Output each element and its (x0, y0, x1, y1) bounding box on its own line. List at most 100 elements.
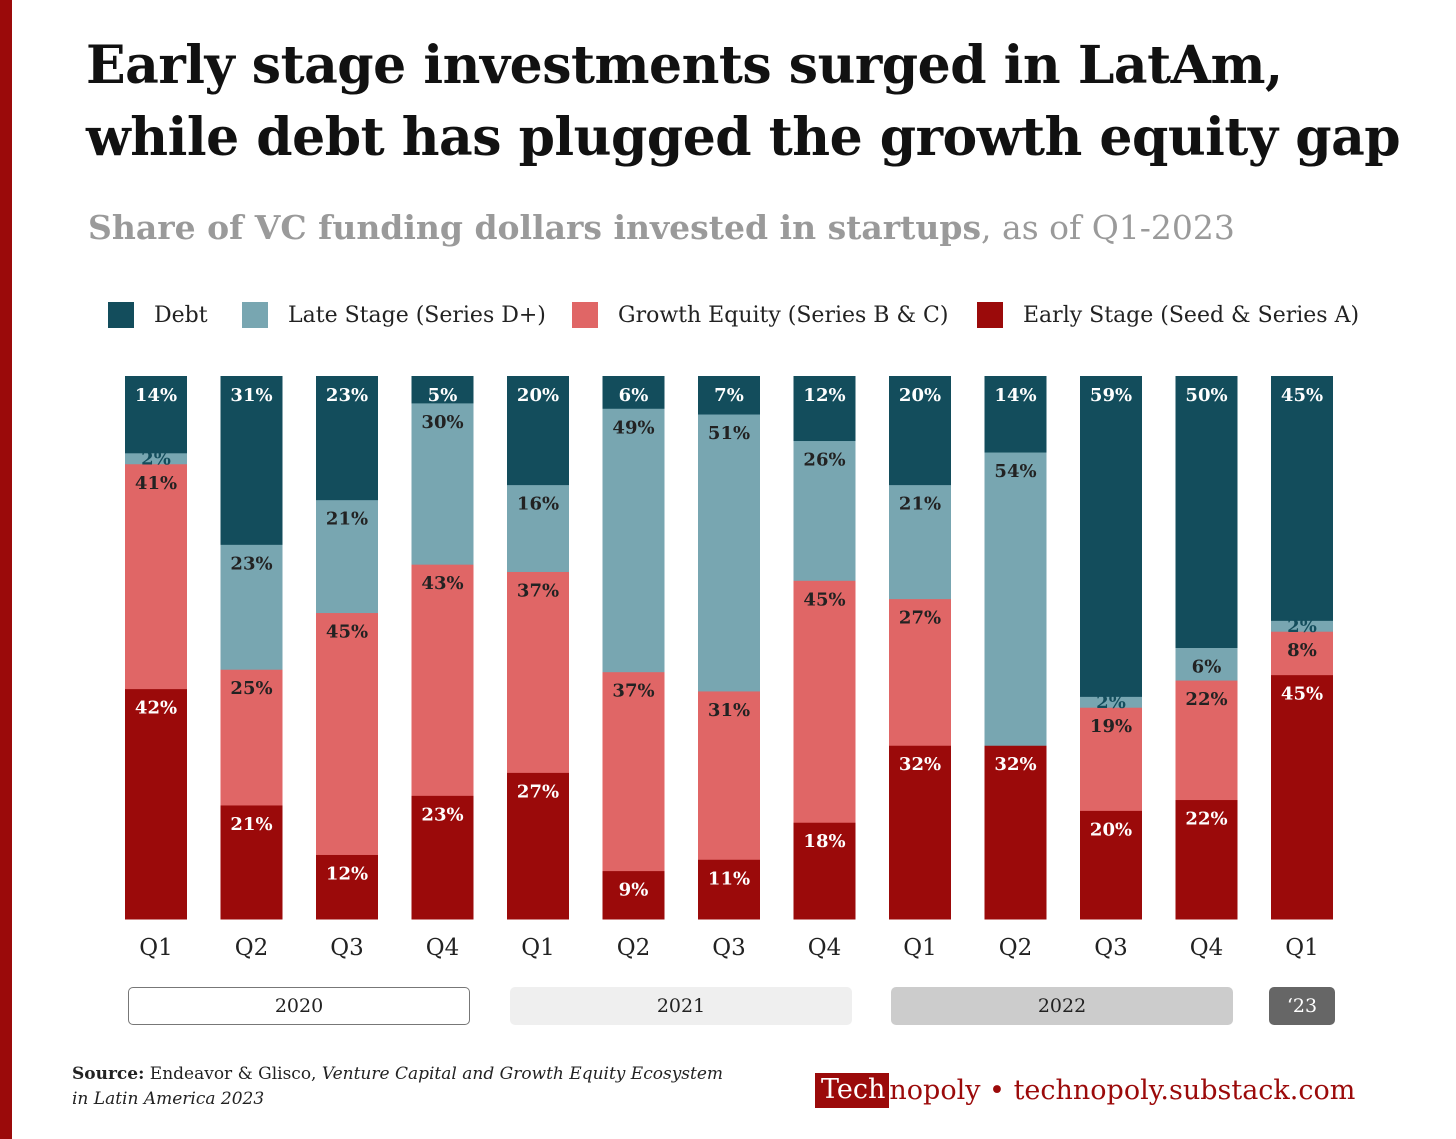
bar-early-stage-12 (1175, 799, 1238, 920)
legend-swatch-growth-equity (572, 302, 598, 328)
value-label-early-stage-11: 20% (1090, 819, 1132, 840)
bar-early-stage-3 (316, 854, 378, 920)
bar-growth-equity-13 (1271, 631, 1333, 676)
brand-credit: Tech nopoly • technopoly.substack.com (815, 1070, 1355, 1110)
source-note: Source: Endeavor & Glisco, Venture Capit… (72, 1062, 752, 1112)
value-label-growth-equity-7: 31% (708, 700, 750, 721)
x-tick-label-10: Q2 (999, 935, 1033, 961)
bar-late-stage-8 (793, 440, 856, 581)
legend-item-late-stage: Late Stage (Series D+) (242, 298, 546, 332)
year-label-2021: 2021 (510, 987, 852, 1025)
bar-growth-equity-2 (220, 669, 283, 806)
chart-subtitle-rest: , as of Q1-2023 (981, 208, 1235, 247)
value-label-late-stage-6: 49% (612, 417, 654, 438)
x-tick-label-7: Q3 (712, 935, 746, 961)
brand-logo-box: Tech (815, 1072, 890, 1108)
bar-early-stage-7 (698, 859, 760, 920)
bar-late-stage-4 (411, 402, 474, 565)
value-label-debt-8: 12% (803, 385, 845, 406)
bar-debt-4 (411, 376, 474, 404)
legend-item-growth-equity: Growth Equity (Series B & C) (572, 298, 948, 332)
bar-early-stage-2 (220, 804, 283, 920)
bar-late-stage-13 (1271, 620, 1333, 632)
value-label-late-stage-1: 2% (141, 448, 171, 469)
bar-debt-3 (316, 376, 378, 501)
x-tick-label-11: Q3 (1094, 935, 1128, 961)
bar-early-stage-6 (602, 870, 665, 920)
value-label-early-stage-2: 21% (230, 814, 272, 835)
bar-early-stage-8 (793, 822, 856, 920)
bar-late-stage-10 (984, 452, 1047, 746)
value-label-late-stage-9: 21% (899, 494, 941, 515)
value-label-growth-equity-13: 8% (1287, 640, 1317, 661)
value-label-debt-5: 20% (517, 385, 559, 406)
x-tick-label-1: Q1 (139, 935, 173, 961)
bar-debt-8 (793, 376, 856, 442)
year-label-2023: ‘23 (1269, 987, 1335, 1025)
bar-debt-9 (889, 376, 951, 486)
bar-late-stage-5 (507, 484, 569, 572)
source-title-line-2: in Latin America 2023 (72, 1089, 265, 1109)
value-label-debt-9: 20% (899, 385, 941, 406)
value-label-late-stage-11: 2% (1096, 692, 1126, 713)
value-label-late-stage-4: 30% (421, 412, 463, 433)
value-label-late-stage-8: 26% (803, 450, 845, 471)
left-accent-rule (0, 0, 12, 1139)
value-label-debt-3: 23% (326, 385, 368, 406)
bar-early-stage-10 (984, 745, 1047, 920)
brand-url: nopoly • technopoly.substack.com (889, 1074, 1356, 1106)
bar-debt-1 (125, 376, 187, 454)
source-authors: Endeavor & Glisco, (144, 1064, 322, 1084)
legend-swatch-late-stage (242, 302, 268, 328)
value-label-growth-equity-9: 27% (899, 608, 941, 629)
x-tick-label-9: Q1 (903, 935, 937, 961)
x-tick-label-8: Q4 (808, 935, 842, 961)
stacked-bar-chart: 42% 41% 2% 14% Q1 21% 25% 23% 31% Q2 12% 45% 21% 23% Q… (125, 376, 1333, 961)
bar-late-stage-12 (1175, 647, 1238, 681)
x-tick-label-4: Q4 (426, 935, 460, 961)
x-tick-label-13: Q1 (1285, 935, 1319, 961)
value-label-debt-7: 7% (714, 385, 744, 406)
value-label-debt-13: 45% (1281, 385, 1323, 406)
bar-growth-equity-3 (316, 612, 378, 855)
value-label-growth-equity-12: 22% (1185, 689, 1227, 710)
value-label-early-stage-3: 12% (326, 863, 368, 884)
bar-debt-11 (1080, 376, 1142, 697)
year-label-2022: 2022 (891, 987, 1233, 1025)
bar-growth-equity-7 (698, 690, 760, 860)
bar-debt-13 (1271, 376, 1333, 621)
value-label-early-stage-13: 45% (1281, 684, 1323, 705)
bar-late-stage-6 (602, 408, 665, 673)
bar-late-stage-9 (889, 484, 951, 600)
legend-swatch-early-stage (977, 302, 1003, 328)
x-tick-label-6: Q2 (617, 935, 651, 961)
value-label-early-stage-9: 32% (899, 754, 941, 775)
value-label-late-stage-10: 54% (994, 461, 1036, 482)
chart-title-line-1: Early stage investments surged in LatAm, (86, 35, 1283, 96)
value-label-debt-2: 31% (230, 385, 272, 406)
source-label: Source: (72, 1064, 145, 1084)
bar-early-stage-5 (507, 772, 569, 920)
x-tick-label-12: Q4 (1190, 935, 1224, 961)
value-label-early-stage-8: 18% (803, 831, 845, 852)
year-label-2020: 2020 (128, 987, 470, 1025)
bar-late-stage-1 (125, 452, 187, 465)
value-label-early-stage-1: 42% (135, 698, 177, 719)
bar-late-stage-7 (698, 414, 760, 692)
bar-late-stage-3 (316, 499, 378, 614)
bar-early-stage-4 (411, 795, 474, 920)
x-tick-label-3: Q3 (330, 935, 364, 961)
legend-label-early-stage: Early Stage (Seed & Series A) (1023, 302, 1360, 328)
value-label-early-stage-12: 22% (1185, 809, 1227, 830)
value-label-debt-12: 50% (1185, 385, 1227, 406)
bar-debt-5 (507, 376, 569, 486)
legend-label-growth-equity: Growth Equity (Series B & C) (618, 302, 949, 328)
value-label-growth-equity-5: 37% (517, 580, 559, 601)
bar-debt-12 (1175, 376, 1238, 648)
value-label-growth-equity-2: 25% (230, 678, 272, 699)
bar-early-stage-9 (889, 745, 951, 920)
source-title-line-1: Venture Capital and Growth Equity Ecosys… (321, 1064, 724, 1084)
value-label-growth-equity-11: 19% (1090, 716, 1132, 737)
bar-debt-7 (698, 376, 760, 415)
bar-growth-equity-6 (602, 671, 665, 872)
